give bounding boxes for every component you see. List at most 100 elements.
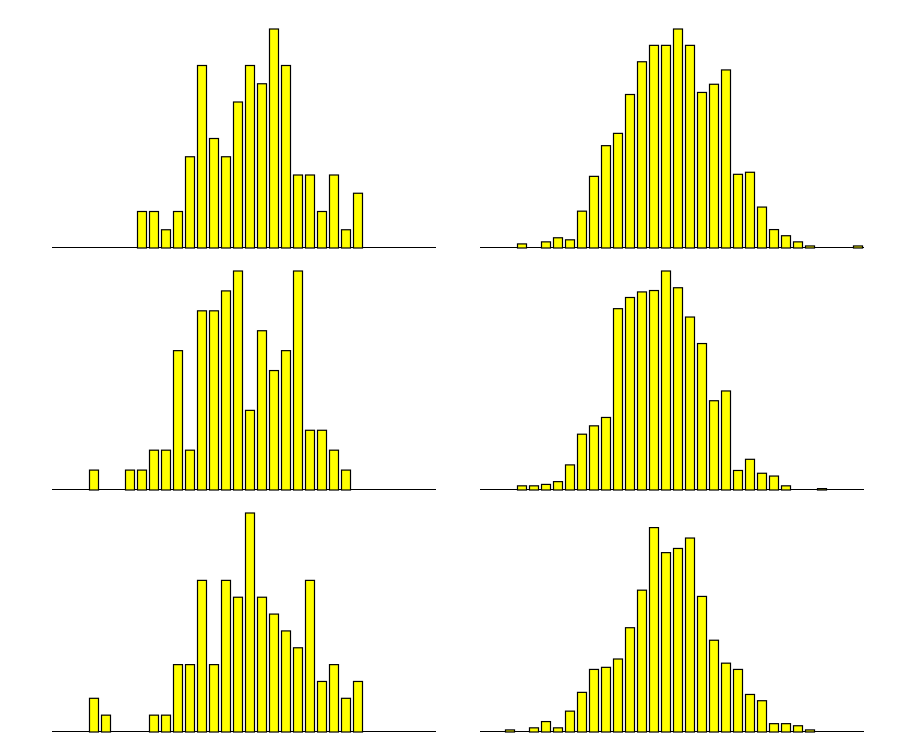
- histogram-bar: [220, 156, 232, 249]
- histogram-bar: [244, 512, 256, 733]
- histogram-bar: [292, 647, 304, 733]
- histogram-bar: [268, 28, 280, 249]
- histogram-bar: [328, 664, 340, 733]
- histogram-bar: [816, 488, 828, 491]
- histogram-bar: [696, 595, 708, 733]
- histogram-bar: [528, 727, 540, 733]
- histogram-bottom-right: [480, 527, 864, 733]
- histogram-bar: [720, 662, 732, 733]
- histogram-bar: [340, 229, 352, 249]
- histogram-bar: [768, 475, 780, 491]
- histogram-bar: [184, 664, 196, 733]
- histogram-bar: [136, 210, 148, 249]
- histogram-bar: [720, 69, 732, 249]
- histogram-bar: [196, 310, 208, 491]
- histogram-bar: [660, 270, 672, 491]
- histogram-bar: [352, 680, 364, 733]
- histogram-bar: [708, 400, 720, 491]
- histogram-bar: [768, 228, 780, 249]
- histogram-bar: [184, 449, 196, 491]
- histogram-bar: [304, 579, 316, 733]
- histogram-bar: [232, 270, 244, 491]
- histogram-bar: [756, 472, 768, 491]
- histogram-bar: [208, 664, 220, 733]
- histogram-bar: [672, 28, 684, 249]
- histogram-bar: [588, 425, 600, 491]
- histogram-bar: [280, 64, 292, 249]
- histogram-bar: [684, 44, 696, 249]
- histogram-top-right: [480, 28, 864, 249]
- histogram-bar: [552, 481, 564, 491]
- histogram-bar: [148, 714, 160, 733]
- histogram-bar: [196, 579, 208, 733]
- histogram-bar: [744, 171, 756, 249]
- histogram-bar: [636, 61, 648, 249]
- histogram-bar: [148, 449, 160, 491]
- histogram-bar: [576, 691, 588, 733]
- histogram-bar: [660, 552, 672, 733]
- histogram-bar: [600, 666, 612, 733]
- histogram-bar: [244, 64, 256, 249]
- histogram-bar: [244, 409, 256, 491]
- histogram-bar: [684, 316, 696, 491]
- histogram-bar: [588, 175, 600, 249]
- histogram-bar: [732, 173, 744, 249]
- histogram-bar: [708, 639, 720, 733]
- histogram-bar: [304, 174, 316, 249]
- histogram-bar: [636, 291, 648, 491]
- histogram-bar: [148, 210, 160, 249]
- histogram-bar: [684, 537, 696, 733]
- histogram-bar: [792, 725, 804, 733]
- histogram-bar: [160, 229, 172, 249]
- histogram-bar: [208, 310, 220, 491]
- histogram-bar: [232, 596, 244, 733]
- histogram-bar: [268, 613, 280, 733]
- histogram-bar: [340, 469, 352, 491]
- histogram-bar: [672, 547, 684, 733]
- histogram-bar: [504, 729, 516, 733]
- histogram-bar: [88, 469, 100, 491]
- histogram-bar: [576, 433, 588, 491]
- histogram-bar: [172, 350, 184, 491]
- histogram-bar: [612, 132, 624, 249]
- histogram-bar: [552, 727, 564, 733]
- histogram-bar: [852, 245, 864, 249]
- histogram-bar: [328, 174, 340, 249]
- histogram-bar: [648, 289, 660, 491]
- histogram-bar: [528, 485, 540, 491]
- histogram-middle-right: [480, 270, 864, 491]
- histogram-bar: [648, 44, 660, 249]
- histogram-bar: [208, 137, 220, 249]
- histogram-bar: [624, 93, 636, 249]
- histogram-bar: [732, 668, 744, 733]
- histogram-bar: [720, 390, 732, 491]
- histogram-bar: [624, 627, 636, 733]
- histogram-bar: [160, 449, 172, 491]
- histogram-bar: [256, 83, 268, 249]
- histogram-bar: [160, 714, 172, 733]
- histogram-bar: [172, 210, 184, 249]
- histogram-bar: [648, 527, 660, 733]
- histogram-bar: [124, 469, 136, 491]
- histogram-bar: [696, 342, 708, 491]
- histogram-bar: [340, 697, 352, 733]
- histogram-top-left: [52, 28, 436, 249]
- histogram-bar: [328, 449, 340, 491]
- histogram-bar: [600, 145, 612, 249]
- histogram-bar: [612, 308, 624, 491]
- histogram-bar: [196, 64, 208, 249]
- histogram-bar: [672, 287, 684, 491]
- histogram-bar: [540, 720, 552, 733]
- histogram-bar: [660, 44, 672, 249]
- histogram-bar: [172, 664, 184, 733]
- histogram-bar: [316, 429, 328, 491]
- histogram-bar: [732, 469, 744, 491]
- histogram-bar: [304, 429, 316, 491]
- histogram-bar: [756, 206, 768, 249]
- histogram-bar: [220, 579, 232, 733]
- histogram-bar: [292, 270, 304, 491]
- histogram-bar: [316, 680, 328, 733]
- histogram-bar: [88, 697, 100, 733]
- histogram-bar: [232, 101, 244, 249]
- histogram-bar: [220, 290, 232, 491]
